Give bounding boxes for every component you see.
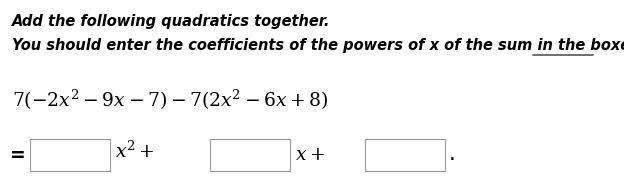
Text: .: .	[449, 144, 456, 164]
Text: $x+$: $x+$	[295, 145, 325, 163]
Text: Add the following quadratics together.: Add the following quadratics together.	[12, 14, 330, 29]
Text: You should enter the coefficients of the powers of x of the sum in the boxes.: You should enter the coefficients of the…	[12, 38, 624, 53]
FancyBboxPatch shape	[210, 139, 290, 171]
Text: $7\left(-2x^2-9x-7\right)-7\left(2x^2-6x+8\right)$: $7\left(-2x^2-9x-7\right)-7\left(2x^2-6x…	[12, 88, 329, 112]
FancyBboxPatch shape	[365, 139, 445, 171]
FancyBboxPatch shape	[30, 139, 110, 171]
Text: $x^2+$: $x^2+$	[115, 140, 155, 162]
Text: =: =	[10, 146, 26, 164]
